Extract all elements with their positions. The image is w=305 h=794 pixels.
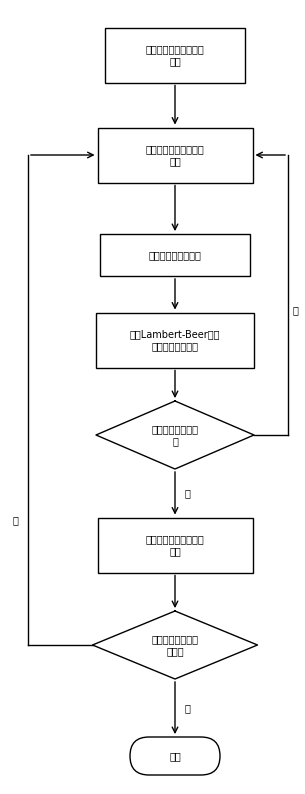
FancyBboxPatch shape <box>130 737 220 775</box>
FancyBboxPatch shape <box>100 234 250 276</box>
Text: 是: 是 <box>185 488 191 499</box>
FancyBboxPatch shape <box>98 128 253 183</box>
Text: 按顺序控制激光器波长
输出: 按顺序控制激光器波长 输出 <box>145 145 204 166</box>
Text: 所有波长依次输出
过: 所有波长依次输出 过 <box>152 424 199 445</box>
Text: 否: 否 <box>292 305 298 315</box>
Text: 切换完成所有通道
的监测: 切换完成所有通道 的监测 <box>152 634 199 656</box>
FancyBboxPatch shape <box>105 28 245 83</box>
Text: 否: 否 <box>12 515 18 525</box>
Text: 载入激光器波长控制信
息表: 载入激光器波长控制信 息表 <box>145 44 204 66</box>
Text: 控制光开关切换下一个
通道: 控制光开关切换下一个 通道 <box>145 534 204 556</box>
Polygon shape <box>92 611 257 679</box>
Text: 依据Lambert-Beer定理
计算待测气体浓度: 依据Lambert-Beer定理 计算待测气体浓度 <box>130 330 220 351</box>
FancyBboxPatch shape <box>98 518 253 572</box>
Text: 结束: 结束 <box>169 751 181 761</box>
Text: 检测光电探测器信号: 检测光电探测器信号 <box>149 250 201 260</box>
Text: 是: 是 <box>185 703 191 713</box>
Polygon shape <box>96 401 254 469</box>
FancyBboxPatch shape <box>96 313 254 368</box>
